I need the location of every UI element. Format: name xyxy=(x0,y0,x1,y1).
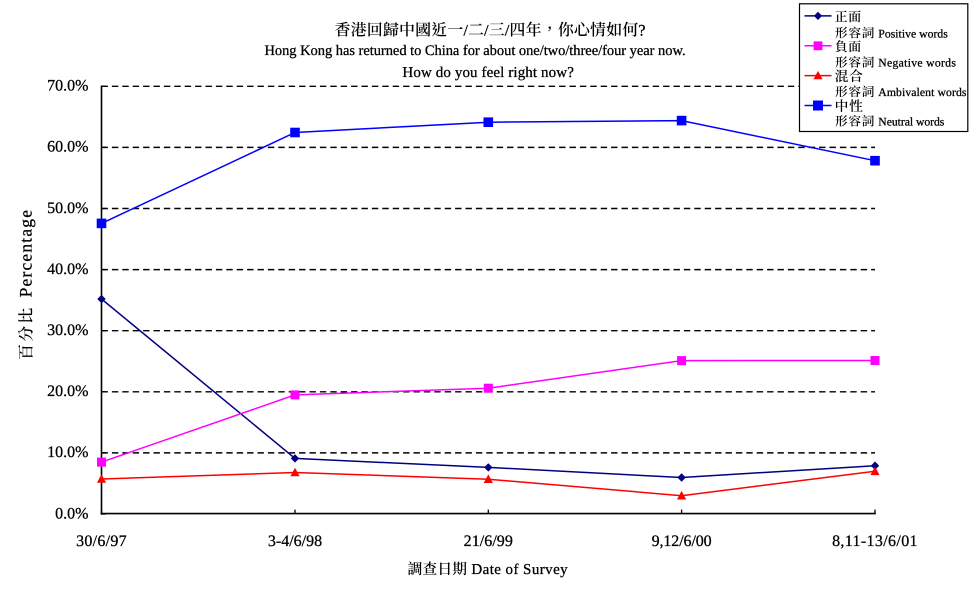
svg-text:/: / xyxy=(505,22,510,39)
svg-text:40.0%: 40.0% xyxy=(47,261,88,278)
svg-text:Negative words: Negative words xyxy=(878,57,956,70)
svg-text:20.0%: 20.0% xyxy=(47,383,88,400)
svg-text:70.0%: 70.0% xyxy=(47,78,88,95)
svg-text:3-4/6/98: 3-4/6/98 xyxy=(268,533,322,550)
svg-text:Date of Survey: Date of Survey xyxy=(471,562,568,578)
svg-text:/: / xyxy=(463,22,468,39)
svg-text:Ambivalent words: Ambivalent words xyxy=(878,86,967,99)
svg-text:0.0%: 0.0% xyxy=(55,505,88,522)
svg-text:Neutral words: Neutral words xyxy=(878,116,945,129)
svg-text:30.0%: 30.0% xyxy=(47,322,88,339)
svg-text:Positive words: Positive words xyxy=(878,27,948,40)
svg-text:How do you feel right now?: How do you feel right now? xyxy=(402,65,574,81)
svg-text:21/6/99: 21/6/99 xyxy=(464,533,513,550)
svg-text:30/6/97: 30/6/97 xyxy=(76,533,127,550)
svg-text:8,11-13/6/01: 8,11-13/6/01 xyxy=(832,533,918,550)
svg-text:10.0%: 10.0% xyxy=(47,444,88,461)
svg-text:?: ? xyxy=(638,22,645,39)
svg-text:9,12/6/00: 9,12/6/00 xyxy=(652,533,712,550)
svg-text:Hong Kong has returned to Chin: Hong Kong has returned to China for abou… xyxy=(264,43,685,59)
svg-text:Percentage: Percentage xyxy=(16,209,36,298)
svg-text:60.0%: 60.0% xyxy=(47,139,88,156)
svg-text:50.0%: 50.0% xyxy=(47,200,88,217)
svg-text:/: / xyxy=(484,22,489,39)
